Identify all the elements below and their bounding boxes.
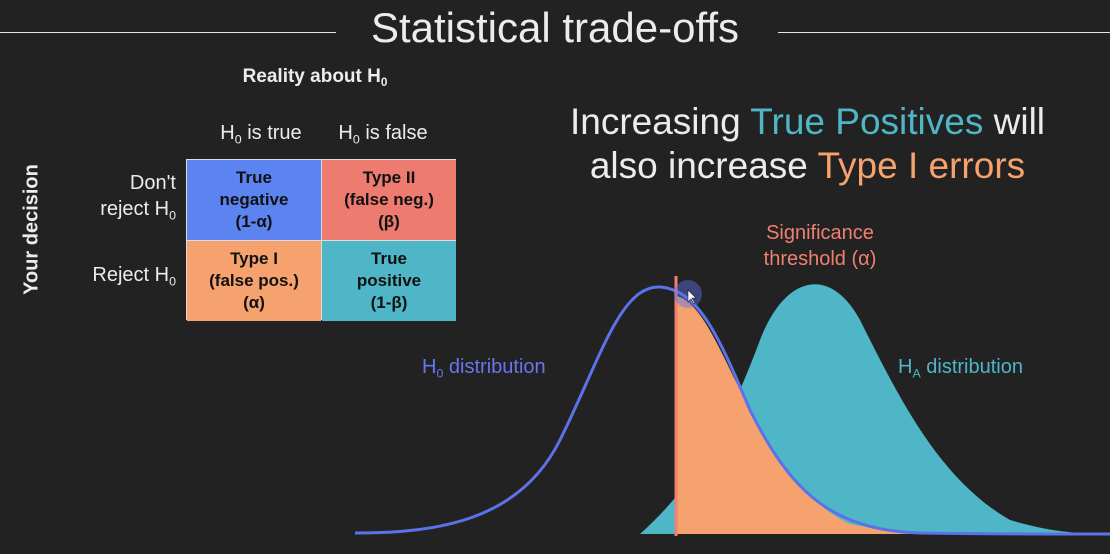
row-header-dont-reject: Don't reject H0 <box>100 172 176 223</box>
col-header-h0-true: H0 is true <box>220 122 302 147</box>
type-i-area <box>676 296 1060 534</box>
headline: Increasing True Positives will also incr… <box>569 101 1046 186</box>
reality-sub: 0 <box>380 76 388 90</box>
row-header-reject: Reject H0 <box>92 264 176 289</box>
reality-label: Reality about H <box>242 66 381 87</box>
h0-distribution-label: H0 distribution <box>422 356 546 381</box>
decision-matrix: True negative (1-α) Type II (false neg.) (β)… <box>186 159 456 321</box>
type-i-errors-text: Type I errors <box>817 145 1026 186</box>
cell-true-positive: True positive (1-β) <box>322 241 456 321</box>
cell-type-i: Type I (false pos.) (α) <box>187 241 321 321</box>
cell-type-ii: Type II (false neg.) (β) <box>322 160 456 240</box>
title-rule-left <box>0 32 336 33</box>
h0-distribution-curve <box>354 285 1110 536</box>
title-rule-right <box>778 32 1110 33</box>
cursor-icon <box>687 289 697 305</box>
significance-threshold-label: Significance threshold (α) <box>763 222 877 270</box>
col-header-h0-false: H0 is false <box>338 122 428 147</box>
true-positives-text: True Positives <box>750 101 984 142</box>
reality-header: Reality about H0 <box>230 66 400 89</box>
cell-true-negative: True negative (1-α) <box>187 160 321 240</box>
page-title: Statistical trade-offs <box>370 4 740 51</box>
ha-distribution-label: HA distribution <box>898 356 1023 381</box>
